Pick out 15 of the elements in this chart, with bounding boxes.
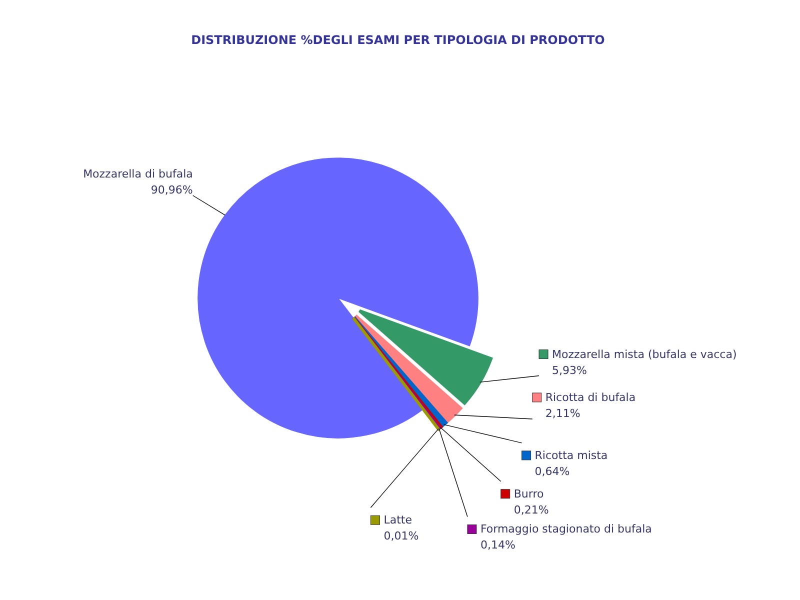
legend-label: Burro (514, 487, 544, 500)
data-label: 0,01% (384, 530, 419, 543)
legend-label: Mozzarella mista (bufala e vacca) (552, 348, 737, 361)
data-label: 0,64% (534, 464, 570, 478)
data-label: 0,21% (514, 503, 549, 516)
data-label: 0,14% (480, 538, 516, 552)
data-label: 2,11% (545, 406, 580, 420)
legend-label: Formaggio stagionato di bufala (480, 522, 652, 536)
data-label: 5,93% (552, 364, 587, 377)
chart-title: DISTRIBUZIONE %DEGLI ESAMI PER TIPOLOGIA DI PRODOTTO (191, 33, 605, 47)
legend-label: Latte (384, 514, 412, 527)
slice-label: Mozzarella di bufala (83, 168, 193, 181)
legend-label: Ricotta di bufala (545, 390, 636, 404)
data-label: 90,96% (150, 184, 193, 197)
legend-label: Ricotta mista (534, 448, 608, 462)
